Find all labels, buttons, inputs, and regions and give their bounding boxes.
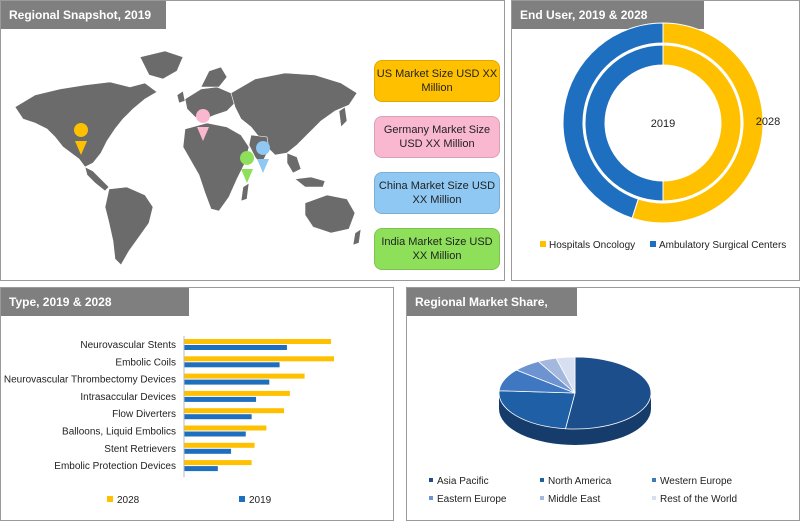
end-user-donut-chart: 2019 2028 Hospitals Oncology Ambulatory Sur…	[540, 22, 786, 251]
legend-label-1: Ambulatory Surgical Centers	[659, 240, 786, 251]
bar-2028-3	[184, 390, 290, 396]
legend-swatch-0	[540, 241, 546, 247]
category-label: Stent Retrievers	[104, 444, 176, 455]
legend-swatch-1	[540, 478, 544, 482]
china-pin-icon	[256, 141, 271, 173]
category-label: Embolic Protection Devices	[54, 461, 176, 472]
bar-2028-2	[184, 373, 305, 379]
bar-2028-4	[184, 408, 284, 414]
end-user-panel: End User, 2019 & 2028 2019 2028 Hospitals …	[511, 0, 800, 281]
donut-slice-2019-1	[584, 44, 664, 202]
regional-share-title: Regional Market Share, 2019	[407, 288, 577, 337]
germany-pin-icon	[196, 109, 211, 141]
bar-2019-6	[184, 448, 232, 454]
type-panel: Type, 2019 & 2028 Neurovascular Stents Em…	[0, 287, 394, 521]
legend-label-2028: 2028	[117, 495, 140, 506]
ring-label-2019: 2019	[651, 118, 675, 130]
legend-label-4: Middle East	[548, 494, 600, 505]
bar-2028-6	[184, 442, 255, 448]
legend-swatch-3	[429, 496, 433, 500]
world-map	[14, 50, 362, 266]
bar-2019-0	[184, 345, 287, 350]
legend-swatch-1	[650, 241, 656, 247]
category-label: Intrasaccular Devices	[80, 392, 176, 403]
ring-label-2028: 2028	[756, 116, 780, 128]
legend-swatch-5	[652, 496, 656, 500]
legend-swatch-2	[652, 478, 656, 482]
india-pin-icon	[240, 151, 255, 183]
legend-label-3: Eastern Europe	[437, 494, 507, 505]
bar-2028-7	[184, 460, 252, 466]
pie-slice-0	[564, 356, 652, 430]
regional-snapshot-title: Regional Snapshot, 2019	[1, 1, 166, 29]
category-label: Balloons, Liquid Embolics	[62, 427, 176, 438]
legend-label-1: North America	[548, 476, 612, 487]
category-label: Neurovascular Thrombectomy Devices	[4, 375, 176, 386]
legend-label-0: Hospitals Oncology	[549, 240, 635, 251]
bar-2028-0	[184, 339, 332, 344]
bar-2019-7	[184, 466, 218, 472]
type-bar-chart: Neurovascular Stents Embolic Coils Neurova…	[4, 336, 334, 506]
china-market-callout: China Market Size USD XX Million	[374, 172, 500, 214]
donut-slice-2028-1	[562, 22, 664, 219]
pie-slice-5	[555, 356, 576, 394]
legend-swatch-0	[429, 478, 433, 482]
type-title: Type, 2019 & 2028	[1, 288, 189, 316]
category-label: Embolic Coils	[115, 357, 176, 368]
india-market-callout: India Market Size USD XX Million	[374, 228, 500, 270]
bar-2019-1	[184, 362, 280, 368]
legend-label-0: Asia Pacific	[437, 476, 489, 487]
legend-swatch-2028	[107, 496, 113, 502]
bar-2028-1	[184, 356, 334, 362]
bar-2028-5	[184, 425, 267, 431]
pie-side-wall	[499, 393, 651, 445]
pie-slice-1	[498, 390, 576, 430]
legend-swatch-4	[540, 496, 544, 500]
regional-share-pie-chart: Asia Pacific North America Western Europe E…	[429, 356, 737, 505]
regional-snapshot-panel: Regional Snapshot, 2019	[0, 0, 505, 281]
category-label: Flow Diverters	[112, 409, 176, 420]
bar-2019-4	[184, 414, 252, 420]
bar-2019-2	[184, 379, 270, 385]
germany-market-callout: Germany Market Size USD XX Million	[374, 116, 500, 158]
donut-slice-2019-0	[662, 44, 742, 202]
category-label: Neurovascular Stents	[80, 340, 176, 351]
bar-2019-3	[184, 396, 257, 402]
bar-2019-5	[184, 431, 246, 437]
legend-label-2019: 2019	[249, 495, 272, 506]
us-market-callout: US Market Size USD XX Million	[374, 60, 500, 102]
legend-label-5: Rest of the World	[660, 494, 737, 505]
us-pin-icon	[74, 123, 89, 155]
legend-swatch-2019	[239, 496, 245, 502]
legend-label-2: Western Europe	[660, 476, 733, 487]
regional-share-panel: Regional Market Share, 2019 Asia Pacific…	[406, 287, 800, 521]
